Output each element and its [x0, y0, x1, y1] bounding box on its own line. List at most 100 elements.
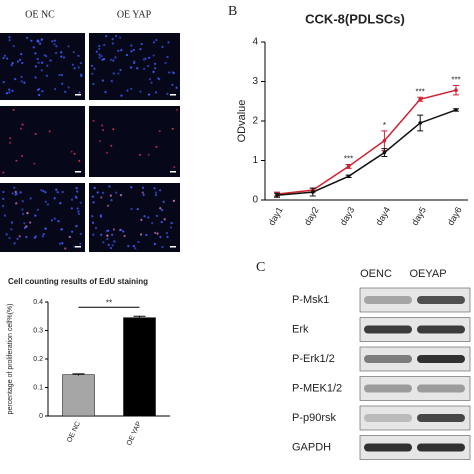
cell-dot — [64, 90, 67, 93]
cell-dot — [139, 48, 142, 51]
cell-dot — [60, 228, 63, 231]
column-label: OE YAP — [117, 9, 152, 20]
cell-dot — [170, 222, 173, 225]
cell-dot — [157, 77, 160, 80]
cell-dot — [58, 73, 61, 77]
cell-dot — [101, 124, 104, 127]
y-axis-label: ODvalue — [236, 100, 248, 143]
band — [364, 296, 412, 304]
cell-dot — [175, 108, 178, 111]
cell-dot — [70, 150, 73, 153]
cell-dot — [2, 190, 5, 194]
cell-dot — [100, 54, 103, 58]
cell-dot — [141, 191, 144, 194]
micrograph — [89, 33, 180, 100]
cell-dot — [99, 214, 102, 217]
panel-label: B — [228, 4, 237, 19]
cell-dot — [21, 200, 24, 203]
cell-dot — [167, 41, 170, 44]
cell-dot — [154, 91, 158, 94]
cell-dot — [173, 166, 176, 169]
cell-dot — [20, 127, 23, 130]
cell-dot — [140, 42, 143, 46]
cell-dot — [2, 56, 5, 60]
cell-dot — [109, 246, 113, 250]
x-tick-label: day2 — [302, 205, 320, 227]
cell-dot — [171, 71, 174, 74]
cell-dot — [26, 211, 29, 215]
cell-dot — [92, 201, 95, 204]
error-bar — [72, 373, 85, 376]
marker — [346, 164, 351, 169]
cell-dot — [104, 91, 107, 94]
cell-dot — [77, 66, 80, 69]
cell-dot — [14, 190, 17, 194]
cell-dot — [25, 225, 28, 228]
cell-dot — [126, 89, 129, 92]
y-tick-label: 0 — [252, 195, 258, 206]
cell-dot — [105, 151, 108, 154]
marker — [275, 193, 279, 198]
cell-dot — [76, 190, 79, 193]
cell-dot — [23, 81, 26, 84]
cell-dot — [152, 70, 155, 73]
cell-dot — [16, 237, 19, 241]
cell-dot — [110, 199, 113, 202]
cell-dot — [120, 94, 123, 97]
cell-dot — [20, 80, 23, 83]
cell-dot — [58, 242, 62, 245]
cell-dot — [29, 221, 32, 224]
cell-dot — [43, 54, 46, 57]
cell-dot — [9, 141, 12, 144]
row-label: P-Erk1/2 — [292, 353, 335, 365]
cell-dot — [110, 80, 113, 83]
significance: *** — [451, 76, 460, 85]
cell-dot — [150, 81, 153, 84]
cell-dot — [98, 56, 101, 59]
cell-dot — [77, 54, 80, 57]
cell-dot — [8, 39, 11, 42]
significance: * — [383, 121, 386, 130]
cell-dot — [57, 220, 60, 223]
cell-dot — [80, 75, 83, 78]
cell-dot — [130, 44, 133, 47]
cell-dot — [93, 186, 96, 190]
row-label: GAPDH — [292, 441, 331, 453]
significance: ** — [106, 298, 112, 307]
cell-dot — [147, 93, 151, 96]
cell-dot — [21, 61, 24, 65]
scale-bar — [75, 171, 81, 173]
cell-dot — [36, 39, 39, 42]
cell-dot — [98, 53, 101, 56]
cell-dot — [103, 43, 106, 47]
cell-dot — [91, 221, 95, 224]
cell-dot — [153, 62, 157, 65]
x-tick-label: day4 — [374, 205, 392, 227]
cell-dot — [160, 208, 164, 212]
row-label: P-p90rsk — [292, 412, 337, 424]
cell-dot — [108, 185, 111, 188]
line — [276, 109, 457, 197]
cell-dot — [21, 208, 24, 211]
micrograph — [0, 183, 85, 252]
cell-dot — [61, 190, 64, 194]
marker — [454, 108, 458, 112]
cell-dot — [111, 42, 114, 45]
cell-dot — [118, 229, 122, 232]
cell-dot — [20, 154, 23, 157]
cell-dot — [98, 47, 101, 50]
cell-dot — [132, 245, 135, 248]
x-tick-label: OE NC — [66, 421, 82, 444]
cell-dot — [55, 188, 58, 191]
cell-dot — [143, 215, 146, 218]
cell-dot — [139, 90, 142, 93]
cell-dot — [21, 123, 24, 126]
cell-dot — [159, 207, 162, 210]
band — [417, 414, 465, 422]
cell-dot — [153, 187, 156, 190]
cell-dot — [54, 52, 58, 55]
cell-dot — [154, 193, 158, 197]
x-tick-label: day3 — [338, 205, 356, 227]
cell-dot — [155, 145, 158, 148]
